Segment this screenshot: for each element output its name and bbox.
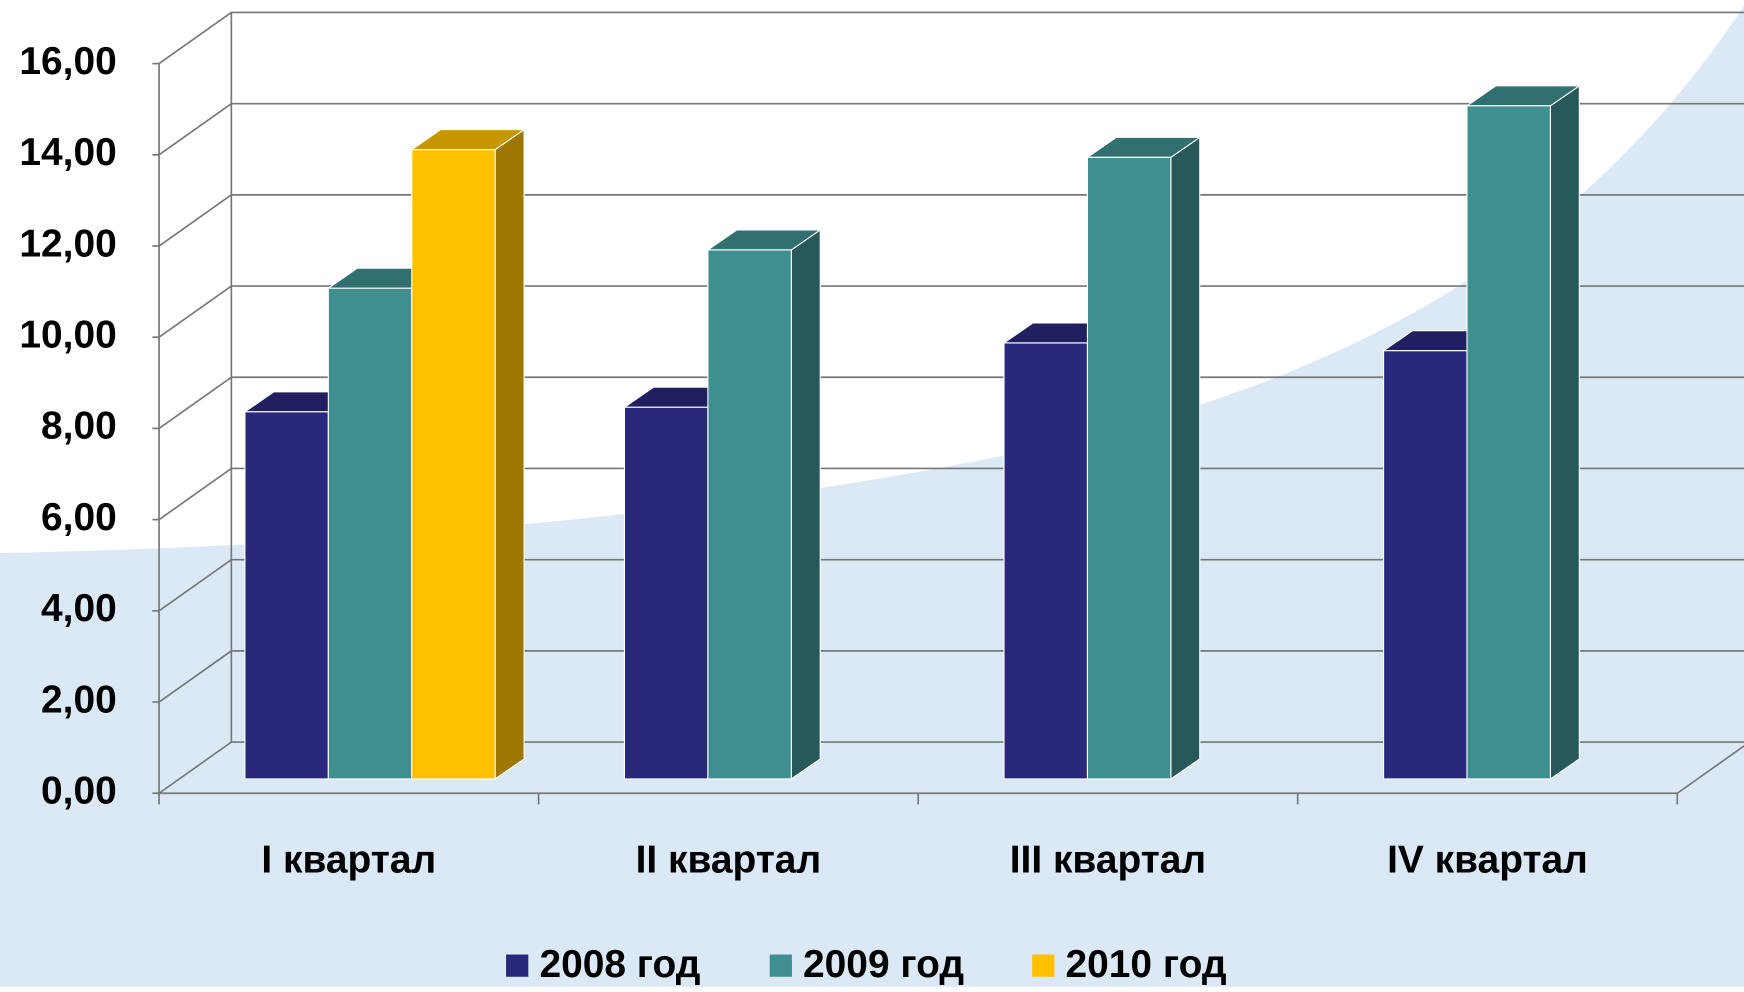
x-tick-label: I квартал: [261, 838, 436, 881]
y-tick-label: 6,00: [41, 496, 117, 539]
legend-label: 2010 год: [1066, 943, 1227, 986]
x-tick-label: II квартал: [636, 838, 822, 881]
bar: [1466, 105, 1551, 780]
legend-swatch: [769, 954, 792, 977]
y-tick-label: 4,00: [41, 587, 117, 630]
plot-area: 0,00 2,00 4,00 6,00 8,00 10,00 12,00 14,00 16,00…: [19, 11, 1744, 986]
x-tick-label: III квартал: [1010, 838, 1206, 881]
bar-side: [790, 228, 821, 780]
bar: [327, 287, 413, 780]
x-tick-label: IV квартал: [1387, 838, 1588, 881]
bar-side: [494, 128, 525, 780]
legend-swatch: [506, 954, 529, 977]
y-tick-label: 14,00: [19, 131, 116, 174]
grid-line: [158, 376, 1744, 430]
bar: [707, 249, 792, 780]
y-tick-label: 16,00: [19, 40, 116, 83]
grid-line: [158, 467, 1744, 521]
bar: [1383, 350, 1468, 780]
grid-line: [158, 194, 1744, 247]
legend-label: 2008 год: [539, 943, 700, 986]
bar: [411, 149, 496, 780]
bar-side: [1170, 136, 1201, 780]
y-tick-label: 10,00: [19, 314, 116, 357]
legend-swatch: [1032, 954, 1055, 977]
bar: [1003, 342, 1088, 780]
grid-line: [158, 11, 1744, 65]
grid-line: [158, 558, 1744, 612]
legend-label: 2009 год: [803, 943, 964, 986]
grid-line: [158, 650, 1744, 703]
bar: [623, 406, 709, 780]
bar-side: [1549, 84, 1580, 780]
grid-line: [158, 285, 1744, 338]
y-tick-label: 12,00: [19, 222, 116, 265]
y-tick-label: 0,00: [41, 770, 117, 813]
grid-line: [158, 102, 1744, 156]
bar: [244, 411, 329, 780]
y-tick-label: 2,00: [41, 678, 117, 721]
y-tick-label: 8,00: [41, 405, 117, 448]
grid-line: [158, 741, 1744, 794]
bar: [1086, 156, 1172, 780]
